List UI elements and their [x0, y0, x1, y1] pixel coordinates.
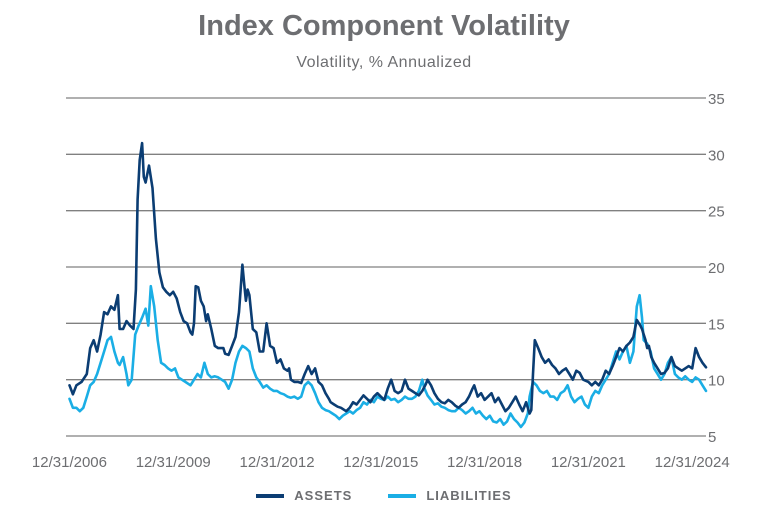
y-tick-label: 15 [708, 316, 725, 333]
x-tick-label: 12/31/2018 [447, 454, 522, 471]
x-tick-label: 12/31/2006 [32, 454, 107, 471]
legend-item-liabilities: LIABILITIES [388, 488, 511, 503]
gridlines [66, 97, 706, 437]
chart-subtitle: Volatility, % Annualized [296, 54, 472, 71]
y-tick-label: 25 [708, 204, 725, 221]
y-tick-label: 20 [708, 260, 725, 277]
y-axis: 5 10 15 20 25 30 35 [708, 91, 725, 446]
x-tick-label: 12/31/2015 [343, 454, 418, 471]
legend-swatch-liabilities [388, 493, 417, 498]
x-tick-label: 12/31/2021 [551, 454, 626, 471]
legend-swatch-assets [256, 493, 285, 498]
y-tick-label: 30 [708, 147, 725, 164]
series-lines [68, 141, 708, 429]
series-line-liabilities [68, 284, 708, 429]
x-tick-label: 12/31/2012 [239, 454, 314, 471]
x-axis: 12/31/2006 12/31/2009 12/31/2012 12/31/2015… [32, 454, 730, 471]
legend: ASSETS LIABILITIES [0, 488, 768, 503]
legend-label-assets: ASSETS [294, 488, 353, 503]
chart-title: Index Component Volatility [198, 10, 570, 42]
legend-label-liabilities: LIABILITIES [426, 488, 512, 503]
y-tick-label: 35 [708, 91, 725, 108]
series-line-assets [68, 141, 708, 415]
y-tick-label: 10 [708, 373, 725, 390]
legend-item-assets: ASSETS [256, 488, 352, 503]
x-tick-label: 12/31/2009 [136, 454, 211, 471]
x-tick-label: 12/31/2024 [655, 454, 730, 471]
y-tick-label: 5 [708, 429, 716, 446]
